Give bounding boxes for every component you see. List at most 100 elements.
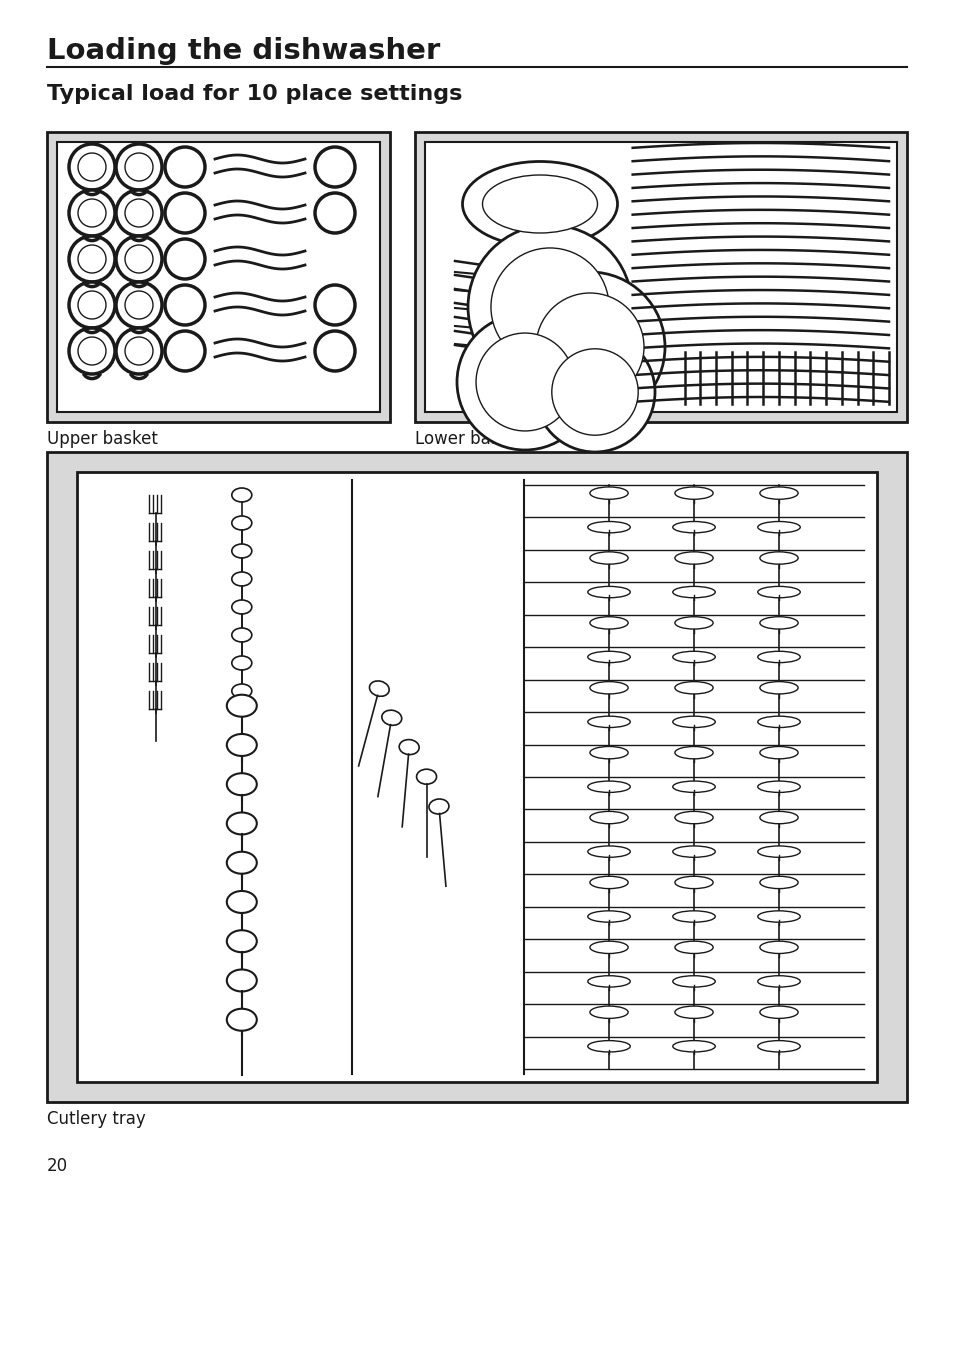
Ellipse shape [674, 941, 713, 953]
Ellipse shape [760, 746, 798, 758]
Circle shape [69, 283, 115, 329]
Ellipse shape [587, 1041, 630, 1052]
Ellipse shape [587, 846, 630, 857]
Ellipse shape [672, 522, 715, 533]
Ellipse shape [757, 587, 800, 598]
Bar [424, 142, 896, 412]
Ellipse shape [232, 627, 252, 642]
Ellipse shape [674, 1006, 713, 1018]
Ellipse shape [429, 799, 449, 814]
Circle shape [165, 193, 205, 233]
Circle shape [535, 333, 655, 452]
Circle shape [69, 329, 115, 375]
Ellipse shape [760, 1006, 798, 1018]
Circle shape [165, 147, 205, 187]
Ellipse shape [227, 813, 256, 834]
Ellipse shape [757, 652, 800, 662]
Circle shape [314, 193, 355, 233]
Text: Upper basket: Upper basket [47, 430, 157, 448]
Ellipse shape [398, 740, 418, 754]
Circle shape [125, 245, 152, 273]
Circle shape [78, 153, 106, 181]
Circle shape [165, 285, 205, 324]
Circle shape [116, 329, 162, 375]
Circle shape [515, 272, 664, 422]
Ellipse shape [674, 552, 713, 564]
Circle shape [69, 237, 115, 283]
Circle shape [125, 337, 152, 365]
Bar [47, 132, 390, 422]
Ellipse shape [757, 1041, 800, 1052]
Circle shape [116, 145, 162, 191]
Ellipse shape [674, 617, 713, 629]
Ellipse shape [227, 695, 256, 717]
Ellipse shape [227, 1009, 256, 1030]
Ellipse shape [232, 488, 252, 502]
Ellipse shape [674, 876, 713, 888]
Ellipse shape [587, 781, 630, 792]
Ellipse shape [589, 876, 627, 888]
Ellipse shape [760, 941, 798, 953]
Ellipse shape [587, 911, 630, 922]
Ellipse shape [672, 846, 715, 857]
Circle shape [125, 153, 152, 181]
Circle shape [314, 147, 355, 187]
Circle shape [314, 331, 355, 370]
Ellipse shape [674, 811, 713, 823]
Ellipse shape [587, 522, 630, 533]
Ellipse shape [232, 544, 252, 558]
Circle shape [125, 199, 152, 227]
Circle shape [456, 314, 593, 450]
Ellipse shape [232, 684, 252, 698]
Circle shape [491, 247, 608, 366]
Circle shape [551, 349, 638, 435]
Ellipse shape [674, 746, 713, 758]
Circle shape [116, 237, 162, 283]
Ellipse shape [587, 652, 630, 662]
Ellipse shape [757, 522, 800, 533]
Text: Typical load for 10 place settings: Typical load for 10 place settings [47, 84, 462, 104]
Ellipse shape [672, 976, 715, 987]
Circle shape [69, 145, 115, 191]
Ellipse shape [760, 617, 798, 629]
Ellipse shape [587, 587, 630, 598]
Ellipse shape [757, 911, 800, 922]
Ellipse shape [482, 174, 597, 233]
Ellipse shape [760, 681, 798, 694]
Ellipse shape [589, 487, 627, 499]
Ellipse shape [589, 681, 627, 694]
Ellipse shape [587, 976, 630, 987]
Circle shape [125, 291, 152, 319]
Circle shape [78, 291, 106, 319]
Circle shape [116, 283, 162, 329]
Ellipse shape [757, 717, 800, 727]
Circle shape [468, 224, 631, 389]
Ellipse shape [587, 717, 630, 727]
Ellipse shape [672, 911, 715, 922]
Ellipse shape [672, 1041, 715, 1052]
Ellipse shape [227, 773, 256, 795]
Ellipse shape [589, 811, 627, 823]
Circle shape [314, 285, 355, 324]
Ellipse shape [674, 487, 713, 499]
Ellipse shape [589, 617, 627, 629]
Circle shape [476, 333, 574, 431]
Ellipse shape [232, 600, 252, 614]
Text: Loading the dishwasher: Loading the dishwasher [47, 37, 439, 65]
Ellipse shape [227, 852, 256, 873]
Ellipse shape [589, 552, 627, 564]
Bar [47, 452, 906, 1102]
Ellipse shape [672, 781, 715, 792]
Ellipse shape [672, 587, 715, 598]
Circle shape [69, 191, 115, 237]
Circle shape [165, 239, 205, 279]
Ellipse shape [757, 781, 800, 792]
Ellipse shape [757, 976, 800, 987]
Circle shape [78, 337, 106, 365]
Ellipse shape [227, 734, 256, 756]
Ellipse shape [760, 487, 798, 499]
Ellipse shape [232, 516, 252, 530]
Text: 20: 20 [47, 1157, 68, 1175]
Ellipse shape [589, 941, 627, 953]
Ellipse shape [369, 681, 389, 696]
